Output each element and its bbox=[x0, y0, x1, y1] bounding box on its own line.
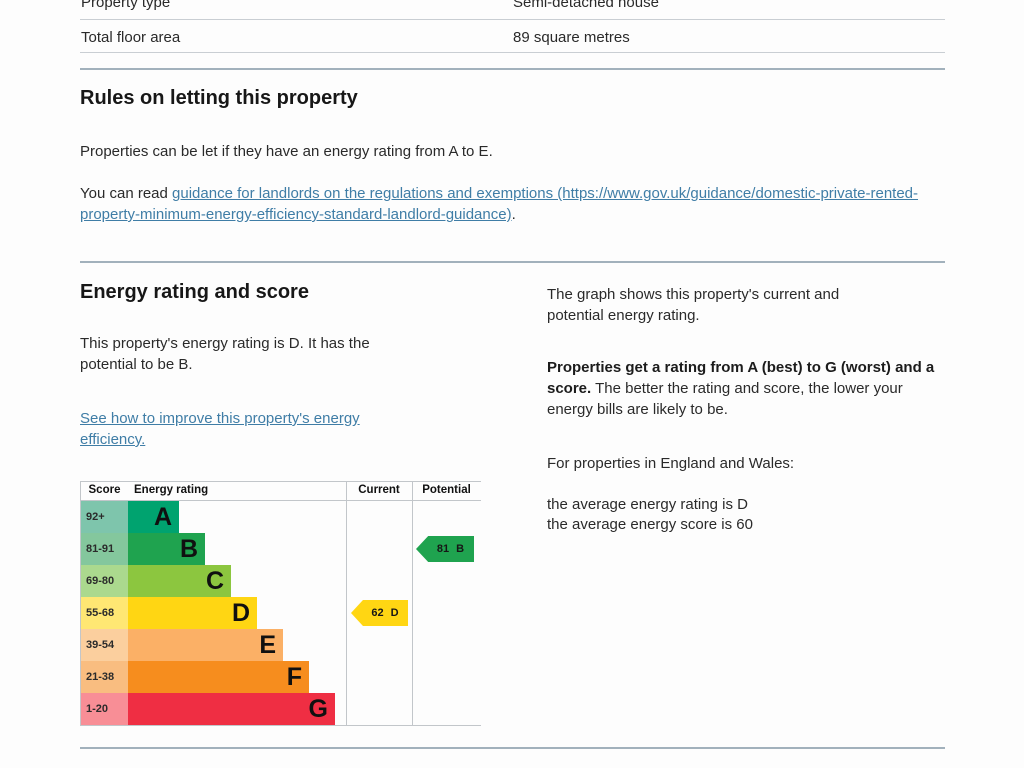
improve-efficiency-paragraph: See how to improve this property's energ… bbox=[80, 408, 410, 450]
england-wales-text: For properties in England and Wales: bbox=[547, 455, 795, 472]
epc-band-letter: F bbox=[286, 662, 302, 691]
current-rating-marker: 62 D bbox=[351, 600, 408, 626]
marker-rating-letter: D bbox=[390, 607, 399, 619]
rules-para2-suffix: . bbox=[511, 206, 516, 223]
potential-column-divider bbox=[412, 482, 413, 725]
section-divider bbox=[80, 261, 945, 263]
epc-band-letter: B bbox=[179, 534, 198, 563]
average-rating-text: the average energy rating is D the averag… bbox=[547, 495, 753, 535]
energy-rating-heading: Energy rating and score bbox=[80, 281, 309, 303]
table-row-divider bbox=[80, 19, 945, 20]
property-type-value: Semi-detached house bbox=[513, 0, 659, 11]
epc-band-bar: F bbox=[128, 661, 309, 693]
epc-band-bar: E bbox=[128, 629, 283, 661]
epc-band-row-b: 81-91 B bbox=[81, 533, 481, 565]
current-column-header: Current bbox=[358, 484, 400, 496]
rating-explainer-rest: The better the rating and score, the low… bbox=[547, 380, 903, 418]
epc-band-bar: C bbox=[128, 565, 231, 597]
epc-band-letter: C bbox=[205, 566, 224, 595]
epc-score-range: 1-20 bbox=[81, 693, 128, 725]
epc-band-row-f: 21-38 F bbox=[81, 661, 481, 693]
epc-band-letter: E bbox=[259, 630, 276, 659]
epc-band-row-e: 39-54 E bbox=[81, 629, 481, 661]
epc-score-range: 92+ bbox=[81, 501, 128, 533]
potential-column-header: Potential bbox=[422, 484, 471, 496]
epc-band-row-d: 55-68 D bbox=[81, 597, 481, 629]
property-type-label: Property type bbox=[81, 0, 171, 11]
rating-column-header: Energy rating bbox=[134, 484, 209, 496]
epc-band-bar: B bbox=[128, 533, 205, 565]
improve-efficiency-link[interactable]: See how to improve this property's energ… bbox=[80, 410, 360, 448]
potential-rating-marker: 81 B bbox=[416, 536, 474, 562]
epc-score-range: 69-80 bbox=[81, 565, 128, 597]
epc-band-row-c: 69-80 C bbox=[81, 565, 481, 597]
average-rating-line: the average energy rating is D bbox=[547, 496, 748, 513]
average-score-line: the average energy score is 60 bbox=[547, 516, 753, 533]
landlord-guidance-link[interactable]: guidance for landlords on the regulation… bbox=[80, 185, 919, 223]
epc-band-bar: A bbox=[128, 501, 179, 533]
rules-para1: Properties can be let if they have an en… bbox=[80, 143, 493, 160]
epc-band-bar: G bbox=[128, 693, 335, 725]
epc-bands: 92+ A 81-91 B 69-80 C 55-68 D 39-54 E 21-38 F 1-20 G bbox=[81, 501, 481, 725]
section-divider bbox=[80, 68, 945, 70]
epc-band-row-a: 92+ A bbox=[81, 501, 481, 533]
epc-score-range: 21-38 bbox=[81, 661, 128, 693]
rules-heading: Rules on letting this property bbox=[80, 87, 358, 109]
epc-band-letter: A bbox=[153, 502, 172, 531]
epc-graph-header: Score Energy rating Current Potential bbox=[81, 482, 481, 501]
rules-para2-prefix: You can read bbox=[80, 185, 173, 202]
rating-explainer-bold: Properties get a rating from A (best) to… bbox=[547, 359, 935, 397]
epc-rating-graph: Score Energy rating Current Potential 92… bbox=[80, 481, 481, 726]
score-column-header: Score bbox=[88, 484, 121, 496]
rating-explainer-text: Properties get a rating from A (best) to… bbox=[547, 357, 945, 420]
current-column-divider bbox=[346, 482, 347, 725]
rating-summary-text: This property's energy rating is D. It h… bbox=[80, 335, 370, 373]
epc-band-bar: D bbox=[128, 597, 257, 629]
epc-score-range: 81-91 bbox=[81, 533, 128, 565]
epc-band-row-g: 1-20 G bbox=[81, 693, 481, 725]
epc-band-letter: G bbox=[308, 694, 328, 723]
table-row-divider bbox=[80, 52, 945, 53]
total-floor-area-value: 89 square metres bbox=[513, 29, 630, 46]
epc-score-range: 55-68 bbox=[81, 597, 128, 629]
graph-shows-text: The graph shows this property's current … bbox=[547, 286, 840, 324]
epc-score-range: 39-54 bbox=[81, 629, 128, 661]
epc-band-letter: D bbox=[231, 598, 250, 627]
marker-rating-letter: B bbox=[456, 543, 465, 555]
marker-score-value: 81 bbox=[436, 543, 450, 555]
rules-para2: You can read guidance for landlords on t… bbox=[80, 183, 925, 225]
section-divider bbox=[80, 747, 945, 749]
marker-score-value: 62 bbox=[371, 607, 384, 619]
total-floor-area-label: Total floor area bbox=[81, 29, 181, 46]
